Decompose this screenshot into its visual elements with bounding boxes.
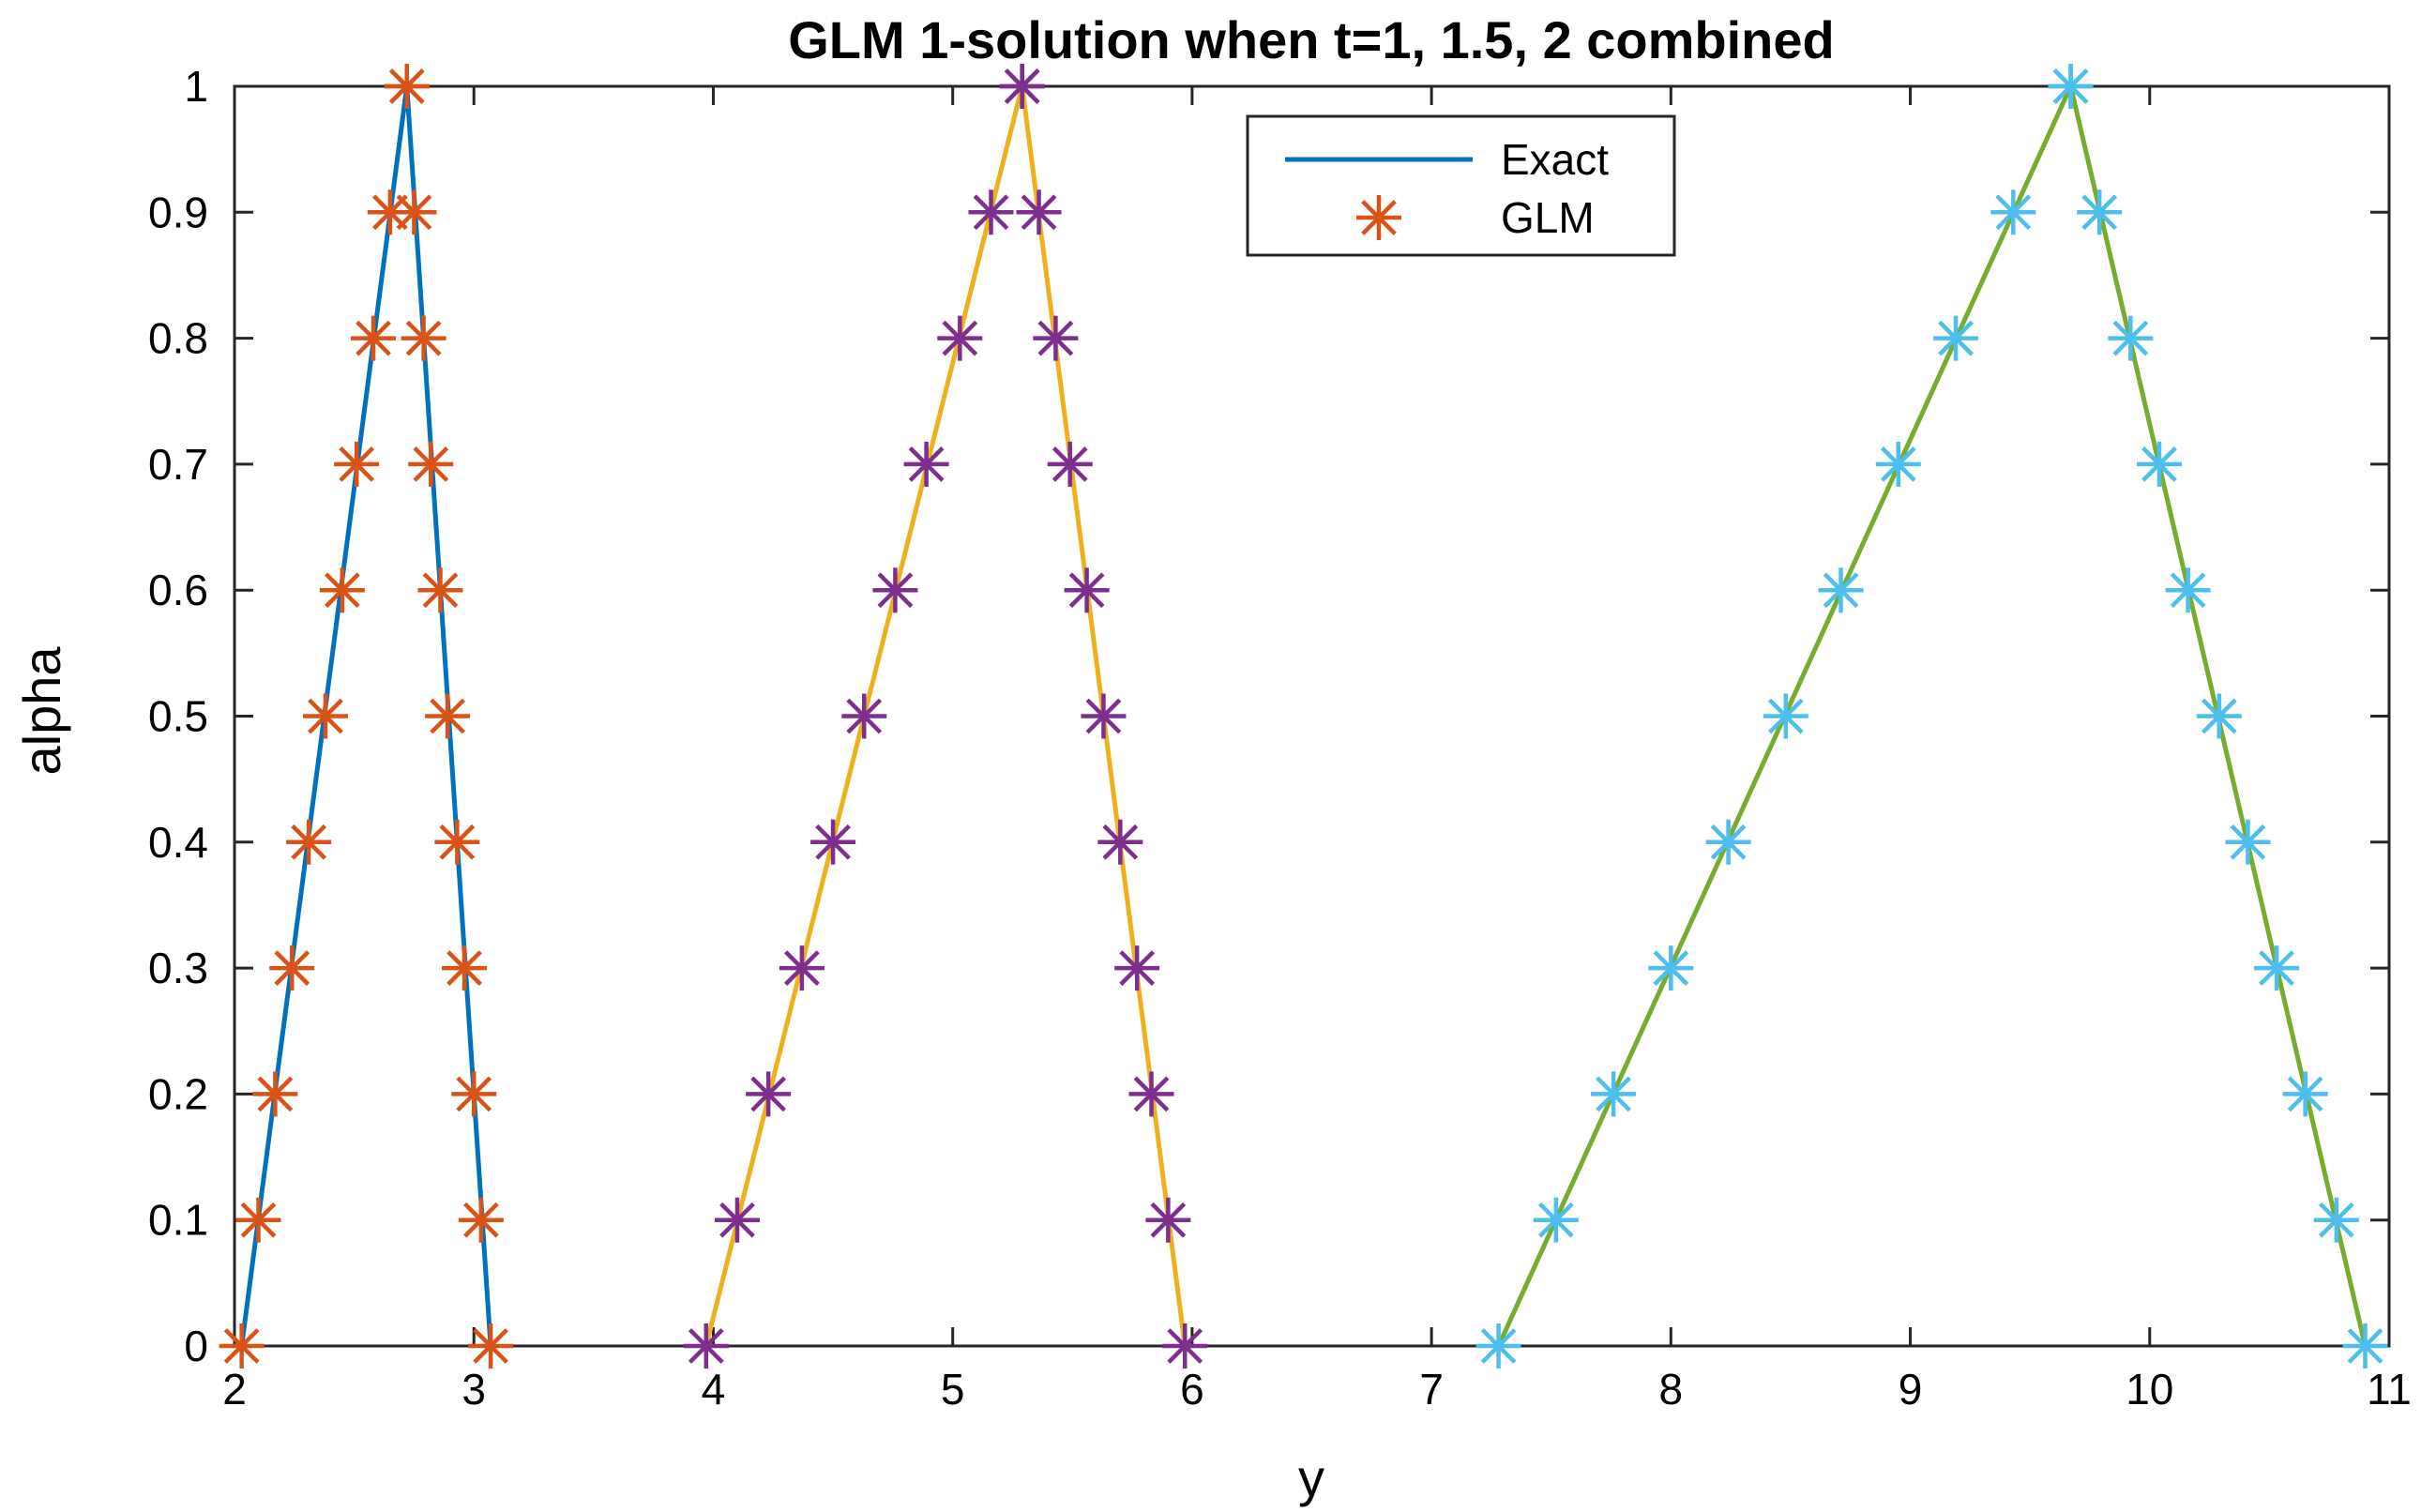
legend-label: Exact xyxy=(1501,135,1609,184)
series-point-5-left xyxy=(1533,1197,1579,1243)
series-point-5-left xyxy=(1763,693,1808,739)
series-point-5-left xyxy=(1875,441,1921,487)
series-point-1-left xyxy=(351,315,397,361)
series-point-1-left xyxy=(252,1071,298,1117)
series-point-1-right xyxy=(451,1071,497,1117)
series-point-5-right xyxy=(2196,693,2242,739)
series-point-3-right xyxy=(1097,819,1143,865)
series-point-1-right xyxy=(425,693,471,739)
series-point-3-right xyxy=(999,64,1045,109)
x-tick-label: 10 xyxy=(2126,1365,2173,1414)
series-point-5-left xyxy=(1648,945,1694,991)
series-point-1-left xyxy=(286,819,332,865)
x-tick-label: 6 xyxy=(1180,1365,1204,1414)
series-point-3-right xyxy=(1033,315,1079,361)
x-tick-label: 7 xyxy=(1419,1365,1444,1414)
x-tick-label: 9 xyxy=(1899,1365,1923,1414)
x-tick-label: 5 xyxy=(941,1365,965,1414)
legend-swatch-marker xyxy=(1356,195,1401,240)
series-point-3-right xyxy=(1047,441,1093,487)
series-point-5-right xyxy=(2108,315,2154,361)
y-tick-label: 0.9 xyxy=(148,188,208,236)
y-tick-label: 0 xyxy=(184,1322,208,1370)
series-point-1-right xyxy=(417,567,463,613)
series-point-5-right xyxy=(2136,441,2182,487)
series-point-5-right xyxy=(2077,189,2123,235)
series-point-5-left xyxy=(1705,819,1751,865)
series-point-5-right xyxy=(2254,945,2300,991)
series-point-1-right xyxy=(391,189,437,235)
series-point-1-right xyxy=(408,441,454,487)
series-point-3-left xyxy=(810,819,856,865)
series-point-5-right xyxy=(2342,1323,2388,1368)
series-point-3-left xyxy=(779,945,825,991)
legend: Exact GLM xyxy=(1246,114,1676,257)
series-point-1-right xyxy=(458,1197,504,1243)
series-point-1-right xyxy=(384,64,430,109)
series-point-3-left xyxy=(903,441,949,487)
series-point-3-left xyxy=(714,1197,760,1243)
series-point-1-left xyxy=(302,693,348,739)
x-tick-label: 4 xyxy=(702,1365,726,1414)
series-point-3-right xyxy=(1114,945,1160,991)
series-point-5-right xyxy=(2313,1197,2359,1243)
y-axis-label: alpha xyxy=(12,646,71,776)
series-point-5-left xyxy=(1475,1323,1521,1368)
series-point-5-left xyxy=(1591,1071,1637,1117)
plot-area: 2 3 4 5 6 7 8 9 10 11 0 0.1 0.2 0.3 0.4 0.5 0.6 0.7 0.8 0.9… xyxy=(148,62,2412,1414)
series-point-3-right xyxy=(1162,1323,1208,1368)
series-point-1-left xyxy=(319,567,365,613)
x-tick-label: 8 xyxy=(1659,1365,1684,1414)
series-point-1-left xyxy=(334,441,380,487)
series-point-3-right xyxy=(1128,1071,1174,1117)
y-tick-label: 0.4 xyxy=(148,818,208,867)
legend-label: GLM xyxy=(1501,193,1595,242)
y-tick-label: 0.8 xyxy=(148,314,208,363)
series-point-1-right xyxy=(434,819,480,865)
series-point-5-right xyxy=(2048,64,2094,109)
series-point-3-left xyxy=(746,1071,792,1117)
series-point-1-right xyxy=(468,1323,514,1368)
x-tick-label: 3 xyxy=(462,1365,486,1414)
x-tick-label: 2 xyxy=(222,1365,247,1414)
y-tick-label: 0.2 xyxy=(148,1069,208,1118)
series-point-3-left xyxy=(968,189,1014,235)
legend-box xyxy=(1246,114,1676,257)
series-point-3-right xyxy=(1081,693,1127,739)
series-point-3-left xyxy=(841,693,887,739)
series-point-1-right xyxy=(442,945,488,991)
series-point-3-left xyxy=(872,567,918,613)
x-tick-label: 11 xyxy=(2367,1365,2412,1414)
series-point-1-left xyxy=(235,1197,281,1243)
series-point-5-right xyxy=(2225,819,2271,865)
series-point-5-left xyxy=(1990,189,2036,235)
x-axis-label: y xyxy=(1298,1448,1324,1507)
y-tick-label: 0.6 xyxy=(148,566,208,614)
series-point-3-right xyxy=(1145,1197,1191,1243)
series-point-5-left xyxy=(1933,315,1979,361)
y-tick-label: 0.5 xyxy=(148,692,208,741)
series-point-3-left xyxy=(683,1323,729,1368)
y-tick-label: 0.3 xyxy=(148,944,208,992)
axes-box xyxy=(233,84,2391,1348)
series-point-5-right xyxy=(2282,1071,2328,1117)
series-point-1-left xyxy=(269,945,315,991)
chart-title: GLM 1-solution when t=1, 1.5, 2 combined xyxy=(788,10,1835,69)
y-tick-label: 1 xyxy=(184,62,208,111)
y-tick-label: 0.7 xyxy=(148,440,208,489)
series-point-1-right xyxy=(401,315,446,361)
series-point-3-left xyxy=(937,315,983,361)
series-point-3-right xyxy=(1064,567,1110,613)
series-point-3-right xyxy=(1016,189,1062,235)
series-point-1-left xyxy=(219,1323,265,1368)
y-tick-label: 0.1 xyxy=(148,1196,208,1245)
series-point-5-right xyxy=(2165,567,2211,613)
series-point-5-left xyxy=(1818,567,1864,613)
